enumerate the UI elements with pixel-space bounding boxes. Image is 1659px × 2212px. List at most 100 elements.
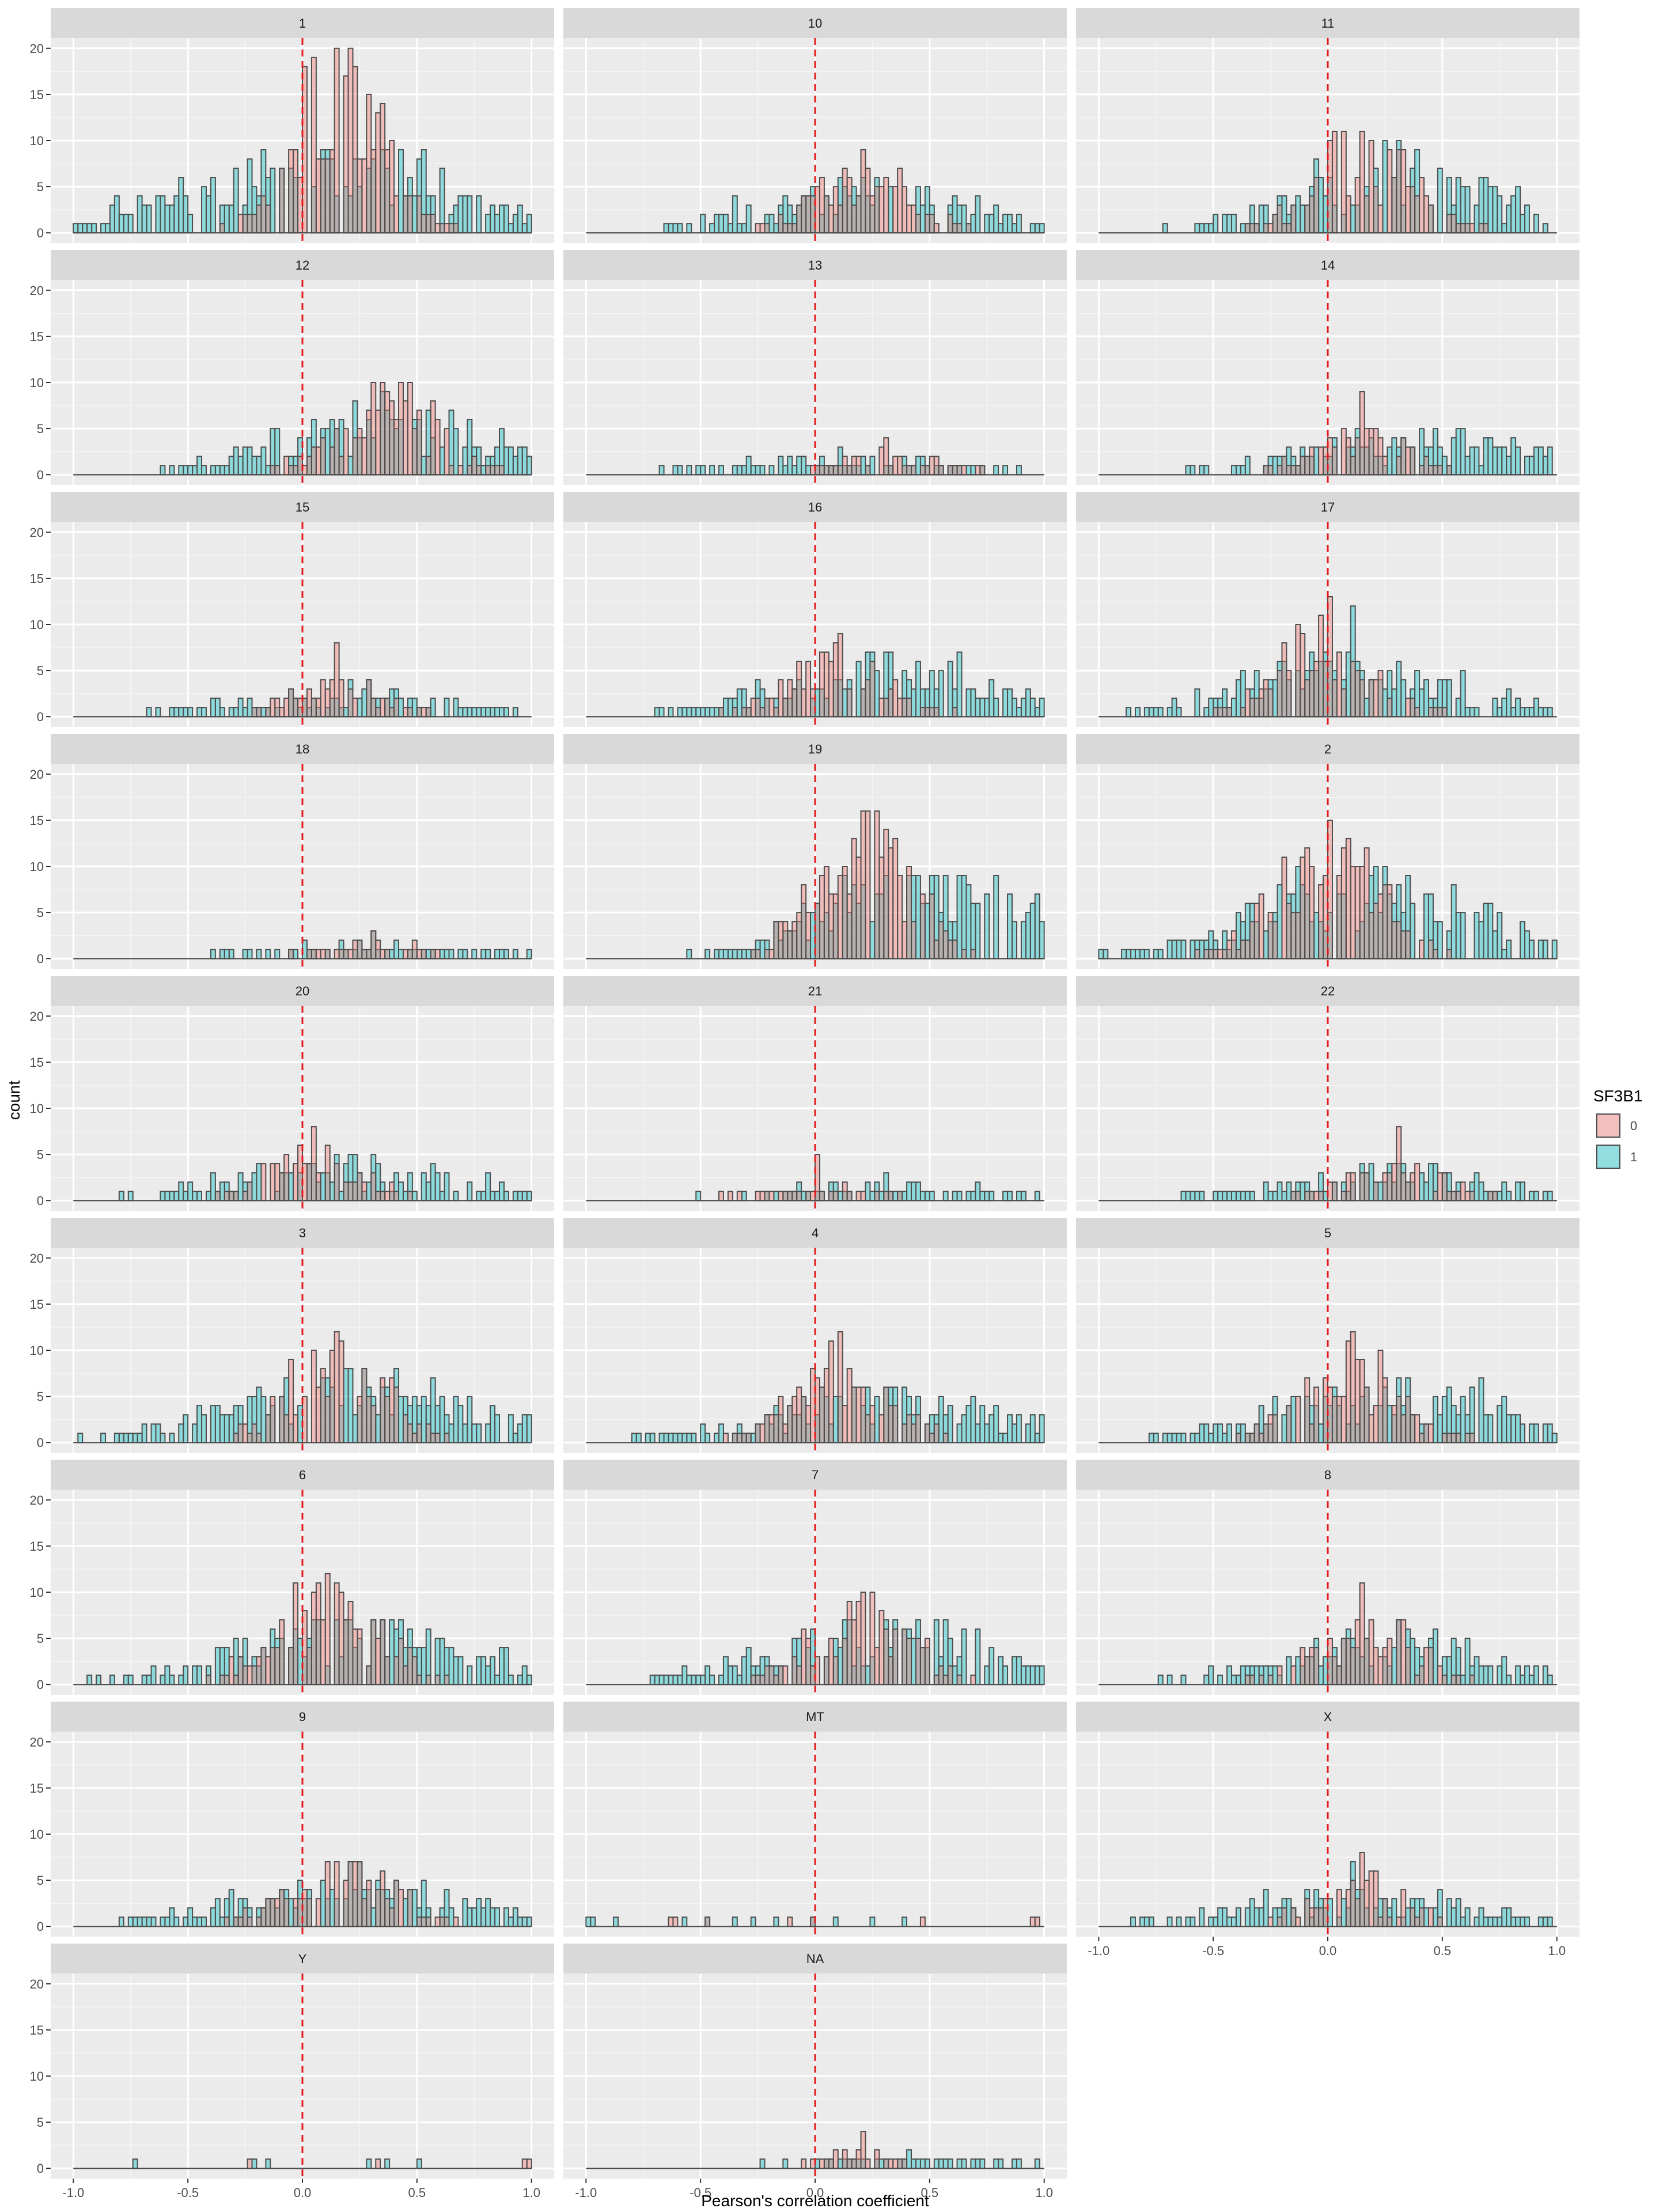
histogram-bar xyxy=(1427,204,1434,234)
histogram-bar xyxy=(1391,1405,1397,1444)
histogram-bar xyxy=(1240,707,1246,718)
histogram-bar xyxy=(869,1592,876,1685)
histogram-bar xyxy=(1437,168,1443,234)
histogram-bar xyxy=(293,949,299,960)
histogram-bar xyxy=(714,214,719,234)
histogram-bar xyxy=(1400,1619,1407,1685)
histogram-bar xyxy=(851,1619,857,1685)
histogram-bar xyxy=(1492,186,1498,234)
histogram-bar xyxy=(293,1414,299,1444)
histogram-bar xyxy=(1455,1898,1461,1927)
histogram-bar xyxy=(865,168,871,234)
histogram-bar xyxy=(1263,1423,1269,1444)
y-tick-label: 10 xyxy=(30,1343,44,1358)
histogram-bar xyxy=(1542,1665,1548,1685)
histogram-bar xyxy=(173,195,180,234)
histogram-bar xyxy=(1345,652,1351,718)
histogram-bar xyxy=(1007,1191,1013,1202)
histogram-bar xyxy=(169,465,175,476)
histogram-bar xyxy=(1336,1665,1342,1685)
histogram-bar xyxy=(823,195,830,234)
histogram-bar xyxy=(759,1675,766,1685)
histogram-bar xyxy=(512,1191,518,1202)
histogram-bar xyxy=(590,1916,596,1927)
histogram-bar xyxy=(1157,1675,1164,1685)
histogram-bar xyxy=(233,168,239,234)
histogram-bar xyxy=(1020,698,1027,718)
facet-strip xyxy=(563,1944,1067,1974)
histogram-bar xyxy=(503,1191,509,1202)
histogram-bar xyxy=(1533,1665,1539,1685)
histogram-bar xyxy=(732,1665,738,1685)
histogram-bar xyxy=(805,1638,812,1685)
histogram-bar xyxy=(1377,893,1384,960)
histogram-bar xyxy=(1318,614,1324,718)
histogram-bar xyxy=(169,1191,175,1202)
histogram-bar xyxy=(1345,838,1351,960)
histogram-bar xyxy=(860,1191,866,1202)
histogram-bar xyxy=(704,1916,711,1927)
histogram-series-0 xyxy=(1099,1582,1557,1685)
histogram-bar xyxy=(1249,1898,1255,1927)
histogram-bar xyxy=(384,949,391,960)
histogram-bar xyxy=(1304,204,1310,234)
histogram-bar xyxy=(1354,437,1361,476)
histogram-bar xyxy=(416,1675,422,1685)
gridlines xyxy=(563,1732,1067,1937)
histogram-bar xyxy=(906,866,912,960)
histogram-bar xyxy=(1240,465,1246,476)
histogram-bar xyxy=(672,1675,679,1685)
histogram-bar xyxy=(1253,1665,1260,1685)
histogram-bar xyxy=(988,679,995,718)
histogram-bar xyxy=(1134,707,1141,718)
histogram-bar xyxy=(1263,465,1269,476)
histogram-bar xyxy=(801,1191,807,1202)
histogram-bar xyxy=(1318,177,1324,234)
histogram-bar xyxy=(1396,1619,1402,1685)
histogram-bar xyxy=(490,1907,496,1927)
histogram-bar xyxy=(1309,1423,1315,1444)
histogram-bar xyxy=(1286,1656,1292,1685)
histogram-bar xyxy=(398,382,404,476)
histogram-bar xyxy=(393,1387,400,1444)
histogram-bar xyxy=(911,921,916,960)
histogram-bar xyxy=(750,1675,756,1685)
histogram-bar xyxy=(750,1916,756,1927)
histogram-bar xyxy=(1290,1665,1297,1685)
x-tick-label: 0.5 xyxy=(921,2186,939,2200)
histogram-bar xyxy=(411,1889,418,1927)
histogram-bar xyxy=(1025,1665,1031,1685)
histogram-bar xyxy=(1244,223,1251,234)
facet-panel-12: 12 xyxy=(51,250,554,485)
histogram-bar xyxy=(993,875,999,960)
histogram-bar xyxy=(480,1656,487,1685)
histogram-bar xyxy=(315,1172,321,1202)
histogram-bar xyxy=(1414,1414,1421,1444)
histogram-bar xyxy=(832,186,839,234)
histogram-bar xyxy=(1478,465,1484,476)
histogram-bar xyxy=(956,223,963,234)
histogram-bar xyxy=(1382,456,1388,476)
histogram-bar xyxy=(457,1656,464,1685)
histogram-bar xyxy=(1039,1414,1045,1444)
histogram-bar xyxy=(663,223,669,234)
histogram-bar xyxy=(649,1433,656,1444)
histogram-bar xyxy=(1432,949,1438,960)
histogram-bar xyxy=(86,223,93,234)
histogram-bar xyxy=(380,698,386,718)
histogram-bar xyxy=(1419,940,1425,960)
histogram-bar xyxy=(1510,437,1517,476)
histogram-bar xyxy=(805,465,812,476)
histogram-bar xyxy=(1029,1665,1036,1685)
histogram-bar xyxy=(1410,1172,1416,1202)
facet-strip-label: 8 xyxy=(1324,1468,1331,1482)
histogram-series-0 xyxy=(586,1154,1044,1202)
histogram-bar xyxy=(1469,223,1475,234)
histogram-bar xyxy=(970,688,976,718)
histogram-bar xyxy=(242,1907,248,1927)
histogram-bar xyxy=(352,698,358,718)
histogram-bar xyxy=(127,1675,134,1685)
histogram-bar xyxy=(1235,465,1241,476)
histogram-bar xyxy=(906,204,912,234)
